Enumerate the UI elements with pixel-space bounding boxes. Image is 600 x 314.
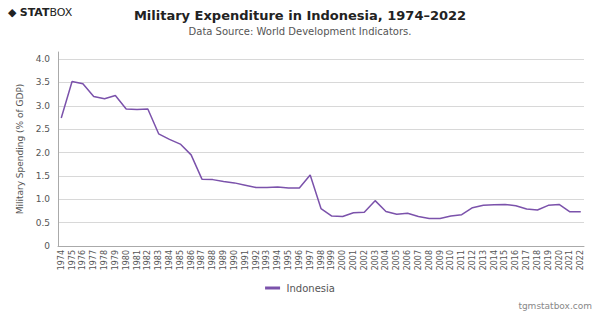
svg-text:1978: 1978 [100,250,109,270]
svg-text:2001: 2001 [349,250,358,270]
svg-text:1989: 1989 [219,250,228,270]
svg-text:1988: 1988 [208,250,217,270]
svg-text:2020: 2020 [555,250,564,270]
svg-text:2003: 2003 [371,250,380,270]
svg-text:1993: 1993 [262,250,271,270]
svg-text:0: 0 [44,241,50,251]
svg-text:1992: 1992 [252,250,261,270]
svg-text:0.5: 0.5 [36,218,50,228]
svg-text:Indonesia: Indonesia [287,283,335,294]
svg-text:2006: 2006 [403,250,412,270]
svg-text:2008: 2008 [425,250,434,270]
svg-text:1997: 1997 [306,250,315,270]
svg-text:2000: 2000 [338,250,347,270]
svg-text:1985: 1985 [176,250,185,270]
svg-text:2011: 2011 [457,250,466,270]
svg-text:2021: 2021 [565,250,574,270]
svg-text:2.5: 2.5 [36,124,50,134]
svg-text:Data Source: World Development: Data Source: World Development Indicator… [189,26,412,37]
svg-text:2.0: 2.0 [36,148,51,158]
svg-text:Military Expenditure in Indone: Military Expenditure in Indonesia, 1974–… [134,8,466,23]
svg-text:1977: 1977 [89,250,98,270]
svg-text:2005: 2005 [392,250,401,270]
svg-text:1987: 1987 [197,250,206,270]
svg-text:2007: 2007 [414,250,423,270]
svg-text:1975: 1975 [68,250,77,270]
svg-text:STAT: STAT [20,6,50,19]
svg-text:4.0: 4.0 [36,54,51,64]
svg-text:Military Spending (% of GDP): Military Spending (% of GDP) [15,84,25,215]
svg-text:1982: 1982 [143,250,152,270]
svg-text:1984: 1984 [165,250,174,270]
svg-text:2014: 2014 [490,250,499,270]
svg-text:1976: 1976 [78,250,87,270]
svg-text:2009: 2009 [436,250,445,270]
svg-text:1990: 1990 [230,250,239,270]
svg-text:3.5: 3.5 [36,77,50,87]
svg-text:2010: 2010 [446,250,455,270]
svg-text:2002: 2002 [360,250,369,270]
svg-text:3.0: 3.0 [36,101,51,111]
svg-text:2015: 2015 [500,250,509,270]
svg-text:1983: 1983 [154,250,163,270]
svg-text:2004: 2004 [381,250,390,270]
svg-text:2019: 2019 [544,250,553,270]
svg-text:1980: 1980 [122,250,131,270]
svg-text:2017: 2017 [522,250,531,270]
svg-text:1999: 1999 [327,250,336,270]
svg-text:1986: 1986 [187,250,196,270]
svg-text:tgmstatbox.com: tgmstatbox.com [518,301,592,311]
svg-text:1.5: 1.5 [36,171,50,181]
svg-text:1991: 1991 [241,250,250,270]
svg-text:1974: 1974 [57,250,66,270]
svg-text:1995: 1995 [284,250,293,270]
svg-text:1981: 1981 [133,250,142,270]
svg-text:2012: 2012 [468,250,477,270]
svg-text:1998: 1998 [317,250,326,270]
svg-text:2016: 2016 [511,250,520,270]
svg-text:2022: 2022 [576,250,585,270]
svg-text:1.0: 1.0 [36,194,51,204]
svg-text:BOX: BOX [50,6,73,19]
svg-text:1979: 1979 [111,250,120,270]
svg-text:1994: 1994 [273,250,282,270]
svg-text:2018: 2018 [533,250,542,270]
svg-text:2013: 2013 [479,250,488,270]
svg-text:1996: 1996 [295,250,304,270]
